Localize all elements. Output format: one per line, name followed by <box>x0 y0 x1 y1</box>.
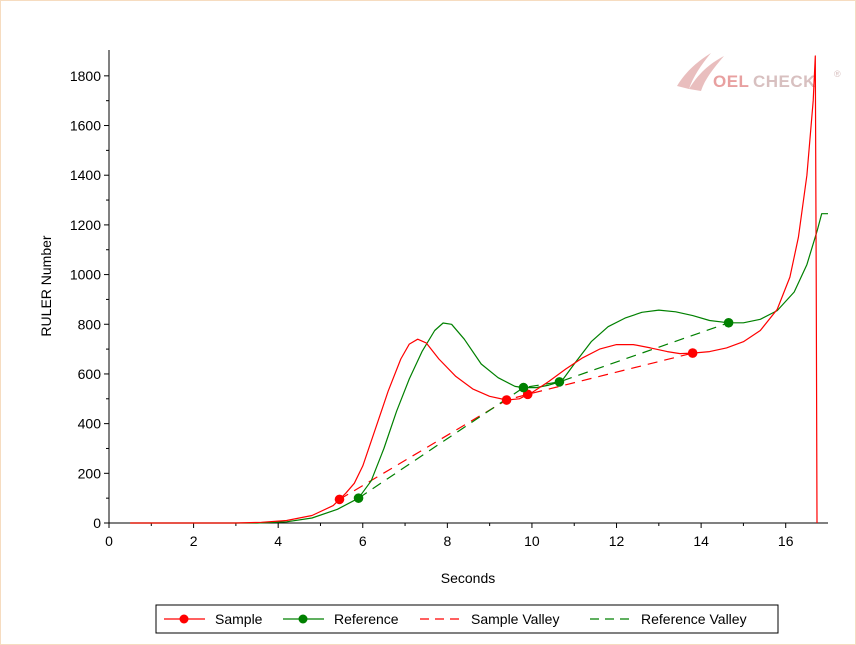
data-point-sample <box>334 494 345 505</box>
x-tick-label: 12 <box>609 533 625 549</box>
watermark-text-check: CHECK <box>753 72 816 91</box>
y-tick-label: 200 <box>78 465 102 481</box>
x-tick-label: 8 <box>443 533 451 549</box>
y-tick-label: 1600 <box>70 118 101 134</box>
series-line-reference <box>130 213 828 524</box>
legend-label-sample: Sample <box>215 611 263 627</box>
y-tick-label: 400 <box>78 416 102 432</box>
axes <box>108 50 828 524</box>
x-tick-label: 4 <box>274 533 282 549</box>
data-point-reference <box>518 382 529 393</box>
legend: Sample Reference Sample Valley Reference… <box>155 604 779 634</box>
y-axis-ticks: 0 200 400 600 800 1000 1200 1400 1600 1800 <box>70 68 109 531</box>
y-tick-label: 1200 <box>70 217 101 233</box>
legend-marker-sample <box>179 614 189 624</box>
legend-item-sample: Sample <box>164 611 263 627</box>
series-line-sample <box>130 55 818 524</box>
data-point-sample <box>501 395 512 405</box>
legend-label-reference-valley: Reference Valley <box>641 611 747 627</box>
legend-box <box>155 604 779 634</box>
x-tick-label: 2 <box>190 533 198 549</box>
y-tick-label: 600 <box>78 366 102 382</box>
oelcheck-watermark: OEL CHECK ® <box>677 53 841 91</box>
legend-item-sample-valley: Sample Valley <box>420 611 559 627</box>
data-point-sample <box>687 348 698 358</box>
legend-item-reference: Reference <box>283 611 399 627</box>
y-tick-label: 1400 <box>70 167 101 183</box>
x-tick-label: 14 <box>693 533 709 549</box>
x-tick-label: 10 <box>524 533 540 549</box>
swoosh-logo-icon <box>677 53 724 91</box>
y-tick-label: 1000 <box>70 267 101 283</box>
watermark-reg-mark: ® <box>834 69 841 79</box>
legend-label-reference: Reference <box>334 611 399 627</box>
legend-marker-reference <box>298 614 308 624</box>
data-point-reference <box>554 377 565 387</box>
x-tick-label: 16 <box>778 533 794 549</box>
x-tick-label: 6 <box>359 533 367 549</box>
legend-label-sample-valley: Sample Valley <box>471 611 559 627</box>
x-tick-label: 0 <box>105 533 113 549</box>
legend-item-reference-valley: Reference Valley <box>590 611 747 627</box>
data-point-reference <box>353 493 364 503</box>
data-point-reference <box>723 317 734 328</box>
y-tick-label: 0 <box>93 515 101 531</box>
y-axis-title: RULER Number <box>38 235 54 336</box>
x-axis-title: Seconds <box>441 570 495 586</box>
series-line-sample-valley <box>339 352 693 500</box>
x-axis-ticks: 0 2 4 6 8 10 12 14 16 <box>105 523 794 549</box>
y-tick-label: 800 <box>78 316 102 332</box>
series-line-reference-valley <box>358 322 729 499</box>
watermark-text-oel: OEL <box>713 72 749 91</box>
plot-area <box>130 55 828 524</box>
y-tick-label: 1800 <box>70 68 101 84</box>
